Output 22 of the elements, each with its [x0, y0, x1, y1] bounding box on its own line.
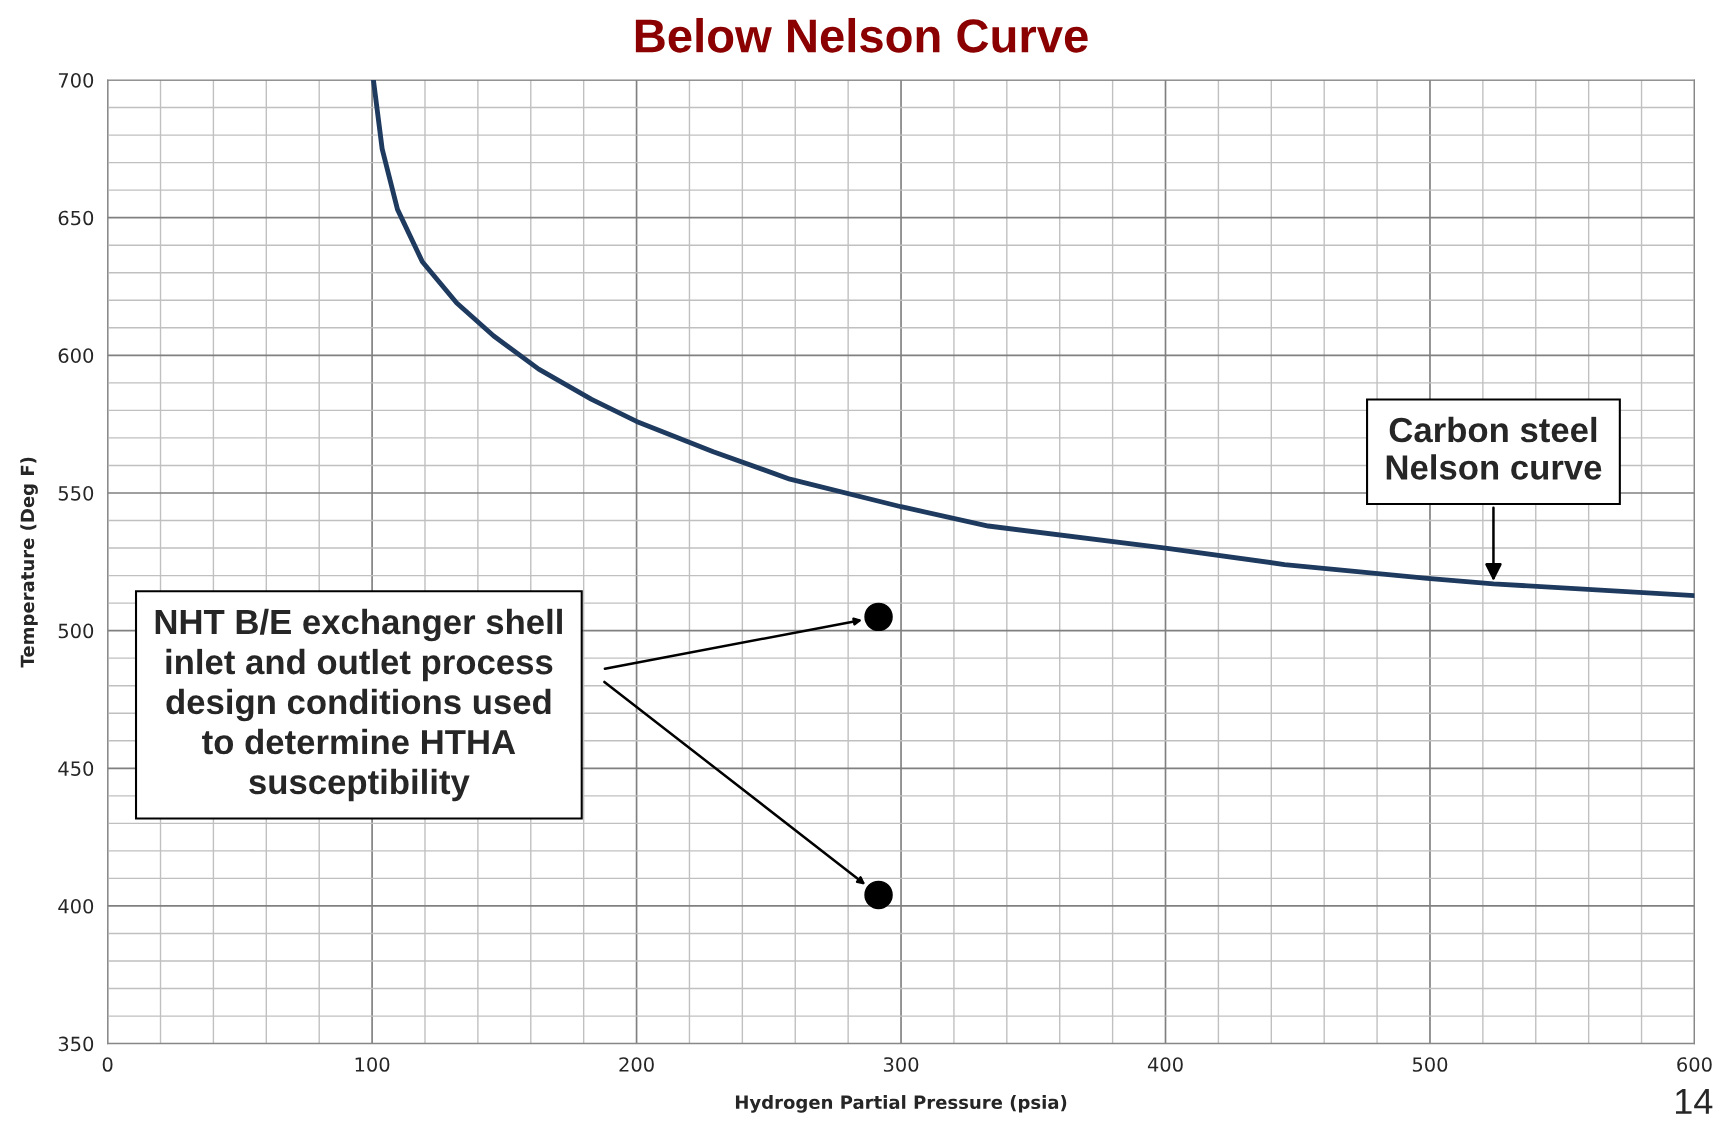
x-tick-label: 100: [355, 1057, 390, 1072]
y-tick-label: 400: [58, 898, 94, 914]
y-tick-label: 500: [58, 623, 94, 639]
line-series: [370, 80, 1695, 599]
x-tick-label: 300: [883, 1057, 919, 1072]
y-tick-label: 550: [58, 485, 94, 501]
x-tick-label: 500: [1412, 1057, 1448, 1072]
y-tick-label: 450: [58, 761, 94, 776]
x-axis-title: Hydrogen Partial Pressure (psia): [735, 1095, 1067, 1113]
annotation: Carbon steel Nelson curve: [1386, 416, 1602, 480]
chart-title: Below Nelson Curve: [635, 17, 1088, 53]
x-tick-label: 600: [1677, 1057, 1712, 1072]
y-tick-label: 600: [58, 348, 94, 363]
y-axis-title: Temperature (Deg F): [20, 457, 38, 668]
annotation: NHT B/E exchanger shell inlet and outlet process design conditions used to determine HTHA susceptibility: [155, 608, 562, 802]
x-tick-label: 0: [102, 1057, 113, 1072]
x-tick-label: 200: [619, 1057, 654, 1072]
y-tick-label: 650: [58, 210, 94, 226]
text: 14: [1675, 1089, 1713, 1114]
x-tick-label: 400: [1147, 1057, 1183, 1072]
y-tick-label: 350: [58, 1036, 94, 1052]
y-tick-label: 700: [58, 72, 94, 88]
